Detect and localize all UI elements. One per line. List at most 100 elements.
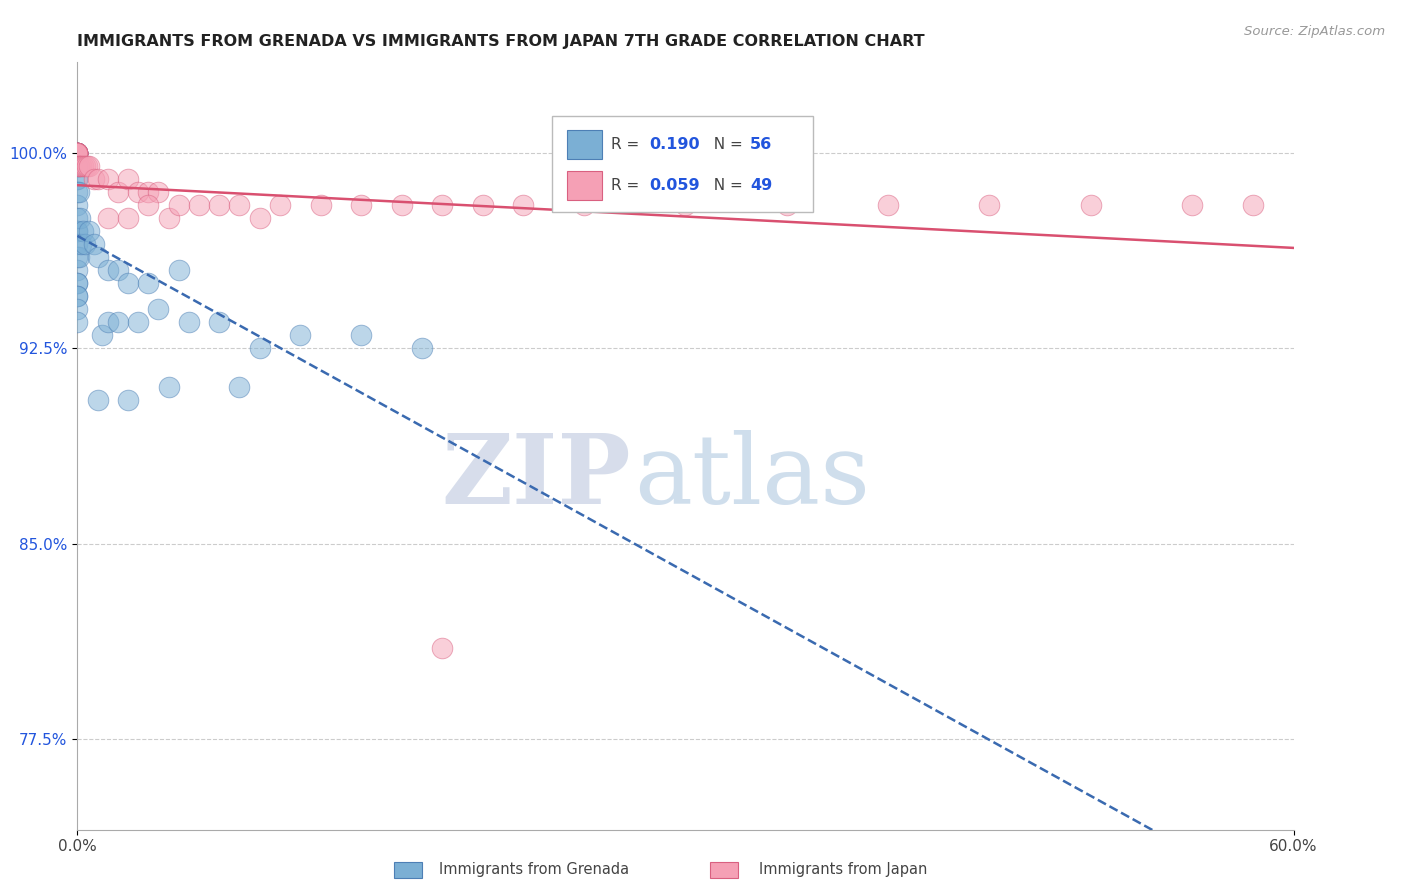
Point [86, 393, 108, 408]
Point [67, 160, 90, 174]
Text: Immigrants from Grenada: Immigrants from Grenada [439, 863, 630, 877]
Point [66, 251, 89, 265]
Text: 0.190: 0.190 [650, 137, 700, 152]
Point [66, 146, 89, 161]
Point [66, 160, 89, 174]
Point [66, 146, 89, 161]
FancyBboxPatch shape [551, 116, 813, 212]
Point [249, 342, 271, 356]
Point [66, 146, 89, 161]
Point [117, 393, 139, 408]
Point [167, 263, 190, 277]
Point [290, 328, 312, 343]
Point [66, 146, 89, 161]
Text: 0.059: 0.059 [650, 178, 700, 193]
Point [309, 198, 332, 212]
Point [1181, 198, 1204, 212]
Point [67, 186, 90, 200]
Point [66, 289, 89, 303]
Point [66, 146, 89, 161]
Point [572, 198, 595, 212]
Point [117, 277, 139, 291]
Point [107, 263, 129, 277]
Point [167, 198, 190, 212]
Point [66, 146, 89, 161]
Point [66, 146, 89, 161]
Text: IMMIGRANTS FROM GRENADA VS IMMIGRANTS FROM JAPAN 7TH GRADE CORRELATION CHART: IMMIGRANTS FROM GRENADA VS IMMIGRANTS FR… [77, 34, 925, 49]
Point [66, 237, 89, 252]
Text: Immigrants from Japan: Immigrants from Japan [759, 863, 928, 877]
Point [208, 316, 231, 330]
Point [391, 198, 413, 212]
Text: Source: ZipAtlas.com: Source: ZipAtlas.com [1244, 25, 1385, 38]
Point [66, 146, 89, 161]
Point [148, 302, 170, 317]
Point [86, 251, 108, 265]
Point [79, 160, 101, 174]
Point [66, 302, 89, 317]
Point [75, 237, 97, 252]
Point [66, 224, 89, 238]
Point [148, 186, 170, 200]
Point [776, 198, 799, 212]
Point [75, 160, 97, 174]
Point [66, 289, 89, 303]
Point [350, 198, 373, 212]
Point [66, 277, 89, 291]
Point [66, 146, 89, 161]
Point [69, 211, 91, 226]
Point [97, 172, 120, 186]
Point [66, 146, 89, 161]
Text: R =: R = [612, 137, 644, 152]
Point [877, 198, 900, 212]
Point [188, 198, 211, 212]
Point [66, 277, 89, 291]
Point [79, 224, 101, 238]
Point [430, 198, 453, 212]
Point [66, 172, 89, 186]
Point [66, 146, 89, 161]
Point [136, 198, 159, 212]
Point [177, 316, 200, 330]
Point [66, 224, 89, 238]
Point [228, 198, 250, 212]
Text: N =: N = [703, 137, 748, 152]
Point [97, 316, 120, 330]
FancyBboxPatch shape [568, 170, 602, 200]
Point [66, 146, 89, 161]
Point [72, 160, 94, 174]
Point [66, 172, 89, 186]
Point [127, 316, 149, 330]
Point [117, 211, 139, 226]
Text: 49: 49 [749, 178, 772, 193]
Point [66, 146, 89, 161]
Point [269, 198, 291, 212]
Point [90, 328, 112, 343]
Point [157, 380, 180, 394]
Point [97, 211, 120, 226]
Point [249, 211, 271, 226]
Point [512, 198, 534, 212]
Point [67, 160, 90, 174]
Point [136, 277, 159, 291]
Point [1241, 198, 1264, 212]
Point [86, 172, 108, 186]
Point [350, 328, 373, 343]
Text: ZIP: ZIP [441, 430, 631, 524]
Point [1080, 198, 1102, 212]
Point [83, 172, 105, 186]
Point [70, 237, 93, 252]
Point [127, 186, 149, 200]
Point [67, 251, 90, 265]
Point [411, 342, 433, 356]
FancyBboxPatch shape [568, 130, 602, 159]
Point [66, 146, 89, 161]
Point [107, 186, 129, 200]
Point [70, 160, 93, 174]
Point [979, 198, 1001, 212]
Point [107, 316, 129, 330]
Point [72, 224, 94, 238]
Point [136, 186, 159, 200]
Point [66, 263, 89, 277]
Point [97, 263, 120, 277]
